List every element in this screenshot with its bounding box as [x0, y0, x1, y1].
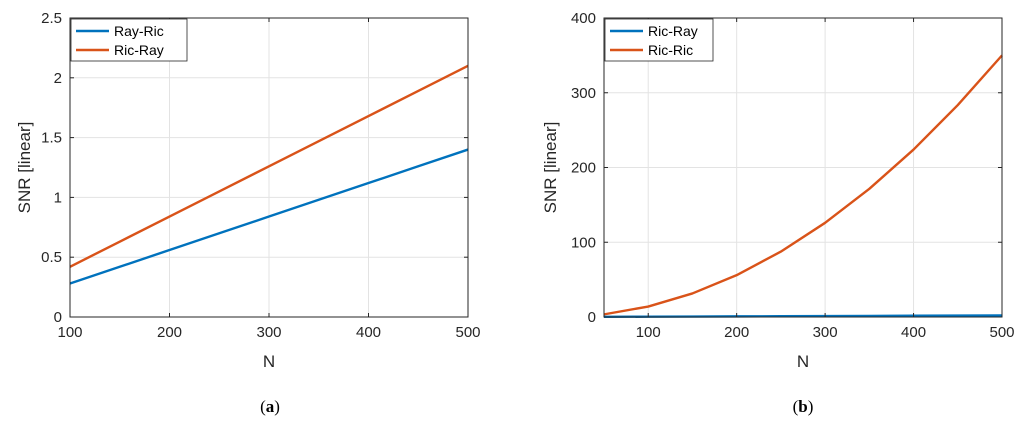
legend: [70, 18, 188, 62]
x-tick-label: 500: [455, 324, 480, 341]
panel-caption-letter: a: [266, 397, 275, 416]
series-line-ric-ric: [603, 54, 1003, 316]
y-tick-label: 0: [588, 309, 596, 326]
x-tick-label: 200: [724, 324, 749, 341]
y-tick-label: 1: [54, 189, 62, 206]
x-tick-label: 200: [157, 324, 182, 341]
y-tick-label: 400: [571, 10, 596, 27]
y-tick-label: 0.5: [41, 249, 62, 266]
legend-entry: Ric-Ric: [648, 42, 693, 58]
series-line-ric-ray: [69, 64, 469, 268]
x-axis-label: N: [797, 352, 809, 371]
x-tick-label: 100: [636, 324, 661, 341]
y-tick-label: 200: [571, 160, 596, 177]
y-axis-label: SNR [linear]: [541, 122, 560, 214]
x-tick-label: 300: [256, 324, 281, 341]
chart-panel-a: 100 200 300 400 500 0 0.5 1 1.5 2 2.5 N SNR [linear]…: [15, 10, 481, 416]
y-tick-label: 300: [571, 85, 596, 102]
y-axis-label: SNR [linear]: [15, 122, 34, 214]
x-tick-label: 400: [356, 324, 381, 341]
x-tick-label: 300: [813, 324, 838, 341]
x-axis-label: N: [263, 352, 275, 371]
legend: [604, 18, 714, 62]
panel-caption: (a): [260, 397, 280, 416]
x-tick-label: 100: [57, 324, 82, 341]
y-tick-label: 1.5: [41, 130, 62, 147]
x-tick-label: 400: [901, 324, 926, 341]
y-tick-label: 2.5: [41, 10, 62, 27]
y-tick-label: 0: [54, 309, 62, 326]
legend-entry: Ric-Ray: [648, 23, 698, 39]
y-tick-label: 100: [571, 234, 596, 251]
y-tick-label: 2: [54, 70, 62, 87]
x-tick-label: 500: [989, 324, 1014, 341]
legend-entry: Ray-Ric: [114, 23, 164, 39]
panel-caption-letter: b: [798, 397, 807, 416]
panel-caption: (b): [793, 397, 814, 416]
legend-entry: Ric-Ray: [114, 42, 164, 58]
chart-panel-b: 100 200 300 400 500 0 100 200 300 400 N SNR [linear…: [541, 10, 1015, 416]
series-line-ray-ric: [69, 148, 469, 285]
